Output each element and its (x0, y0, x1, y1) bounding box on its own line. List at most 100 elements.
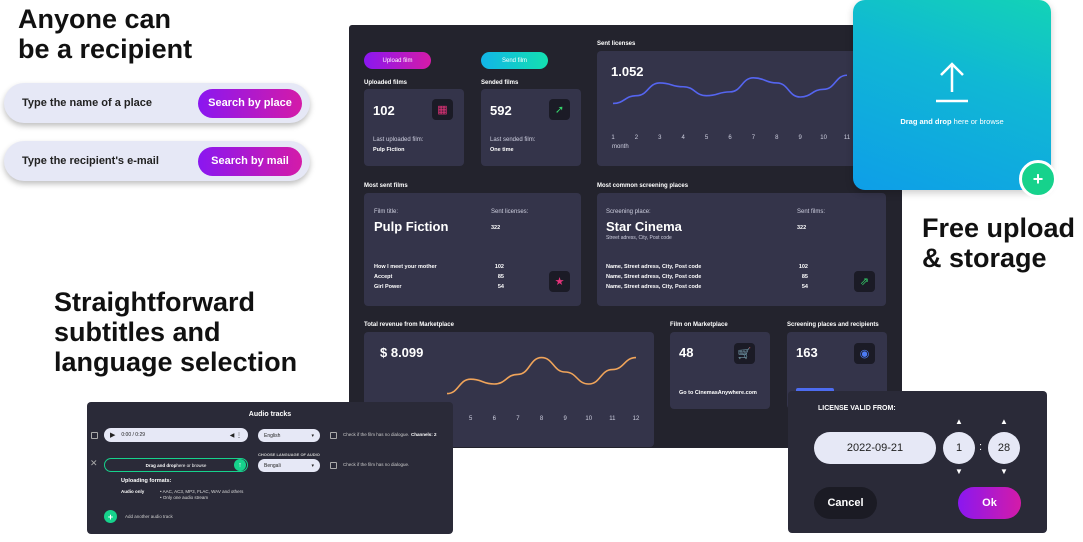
tick-label: 8 (540, 416, 544, 422)
drag-drop-text: Drag and drop (145, 462, 177, 468)
top-place-name: Star Cinema (606, 219, 682, 234)
list-item: • Only one audio stream (160, 495, 209, 500)
tick-label: 4 (682, 135, 686, 141)
top-film-title: Pulp Fiction (374, 219, 449, 234)
no-dialogue-checkbox-1[interactable] (330, 432, 337, 439)
hour-field[interactable]: 1 (943, 432, 975, 464)
hour-up-icon[interactable]: ▲ (955, 417, 963, 426)
row-name: How I meet your mother (374, 264, 437, 270)
browse-text: here or browse (951, 117, 1004, 126)
revenue-title: Total revenue from Marketplace (364, 322, 454, 328)
list-item: Name, Street adress, City, Post code 85 (606, 274, 808, 284)
headline-line: Anyone can (18, 4, 172, 34)
no-dialogue-checkbox-2[interactable] (330, 462, 337, 469)
most-sent-title: Most sent films (364, 183, 408, 189)
place-search-input[interactable]: Type the name of a place (22, 97, 153, 109)
row-name: Girl Power (374, 284, 402, 290)
upload-card[interactable]: Drag and drop here or browse (853, 0, 1051, 190)
mail-search-input[interactable]: Type the recipient's e-mail (22, 155, 159, 167)
row-name: Accept (374, 274, 393, 280)
headline-line: be a recipient (18, 34, 193, 64)
tick-label: 6 (493, 416, 497, 422)
list-item: Name, Street adress, City, Post code 102 (606, 264, 808, 274)
audio-dropzone[interactable]: Drag and drop here or browse (104, 458, 248, 472)
tick-label: 11 (844, 135, 851, 141)
marketplace-card (670, 332, 770, 409)
chevron-down-icon: ▾ (311, 462, 314, 469)
row-value: 54 (801, 284, 808, 290)
sent-licenses-xlabel: month (612, 144, 629, 150)
last-sended-film: One time (490, 147, 514, 153)
track-checkbox[interactable] (91, 432, 98, 439)
list-item: Accept 85 (374, 274, 504, 284)
tick-label: 10 (585, 416, 592, 422)
volume-icon[interactable]: ◀ ⋮ (229, 432, 242, 439)
row-value: 85 (801, 274, 808, 280)
list-item: How I meet your mother 102 (374, 264, 504, 274)
sent-licenses-value: 1.052 (611, 64, 644, 79)
send-film-button[interactable]: Send film (481, 52, 548, 69)
tick-label: 11 (609, 416, 616, 422)
upload-arrow-icon[interactable]: ↑ (234, 459, 246, 471)
places-recipients-value: 163 (796, 345, 818, 360)
language-select-1[interactable]: English ▾ (258, 429, 320, 442)
tick-label: 10 (820, 135, 827, 141)
places-recipients-title: Screening places and recipients (787, 322, 879, 328)
screening-place-label: Screening place: (606, 209, 651, 215)
row-name: Name, Street adress, City, Post code (606, 264, 702, 270)
list-item: Name, Street adress, City, Post code 54 (606, 284, 808, 294)
tick-label: 7 (752, 135, 756, 141)
tick-label: 2 (635, 135, 639, 141)
cart-icon: 🛒 (734, 343, 755, 364)
marketplace-link[interactable]: Go to CinemasAnywhere.com (679, 390, 757, 396)
film-title-label: Film title: (374, 209, 398, 215)
close-icon[interactable]: ✕ (90, 458, 98, 468)
location-pin-icon: ◉ (854, 343, 875, 364)
audio-time: 0:00 / 0:29 (121, 432, 146, 438)
row-value: 102 (494, 264, 504, 270)
upload-instructions: Drag and drop here or browse (853, 117, 1051, 126)
revenue-line (446, 356, 637, 395)
tick-label: 9 (563, 416, 567, 422)
last-uploaded-film: Pulp Fiction (373, 147, 405, 153)
minute-field[interactable]: 28 (988, 432, 1020, 464)
sended-films-value: 592 (490, 103, 512, 118)
tick-label: 8 (775, 135, 779, 141)
search-by-place-button[interactable]: Search by place (198, 88, 302, 118)
chevron-down-icon: ▾ (311, 432, 314, 439)
add-track-button[interactable]: + (104, 510, 117, 523)
search-by-mail-button[interactable]: Search by mail (198, 146, 302, 176)
upload-film-button[interactable]: Upload film (364, 52, 431, 69)
tick-label: 5 (705, 135, 709, 141)
no-dialogue-label-1: Check if the film has no dialogue. (343, 432, 410, 437)
format-text: Only one audio stream (162, 495, 209, 500)
last-sended-label: Last sended film: (490, 137, 536, 143)
audio-only-label: Audio only (121, 489, 145, 494)
choose-language-label: CHOOSE LANGUAGE OF AUDIO (258, 452, 320, 457)
ok-button[interactable]: Ok (958, 487, 1021, 519)
format-text: AAC, AC3, MP3, FLAC, WAV and others (162, 489, 244, 494)
row-value: 85 (497, 274, 504, 280)
marketplace-title: Film on Marketplace (670, 322, 728, 328)
minute-up-icon[interactable]: ▲ (1000, 417, 1008, 426)
play-icon[interactable]: ▶ (110, 432, 116, 439)
drag-drop-text: Drag and drop (900, 117, 952, 126)
browse-text: here or browse (176, 462, 207, 468)
sent-licenses-card (597, 51, 857, 166)
language-select-2[interactable]: Bengali ▾ (258, 459, 320, 472)
add-track-label[interactable]: Add another audio track (125, 514, 173, 519)
hour-down-icon[interactable]: ▼ (955, 467, 963, 476)
upload-arrow-icon (936, 62, 968, 103)
place-search: Type the name of a place Search by place (4, 83, 310, 123)
cancel-button[interactable]: Cancel (814, 487, 877, 519)
add-file-button[interactable]: + (1019, 160, 1057, 198)
minute-down-icon[interactable]: ▼ (1000, 467, 1008, 476)
list-item: • AAC, AC3, MP3, FLAC, WAV and others (160, 489, 244, 494)
sent-licenses-line (612, 74, 848, 105)
audio-tracks-title: Audio tracks (248, 411, 292, 418)
screening-list: Name, Street adress, City, Post code 102 … (606, 264, 808, 294)
tick-label: 1 (611, 135, 615, 141)
sent-licenses-chart: 1 2 3 4 5 6 7 8 9 10 11 (611, 74, 851, 141)
audio-player[interactable]: ▶ 0:00 / 0:29 ◀ ⋮ (104, 428, 248, 442)
date-field[interactable]: 2022-09-21 (814, 432, 936, 464)
